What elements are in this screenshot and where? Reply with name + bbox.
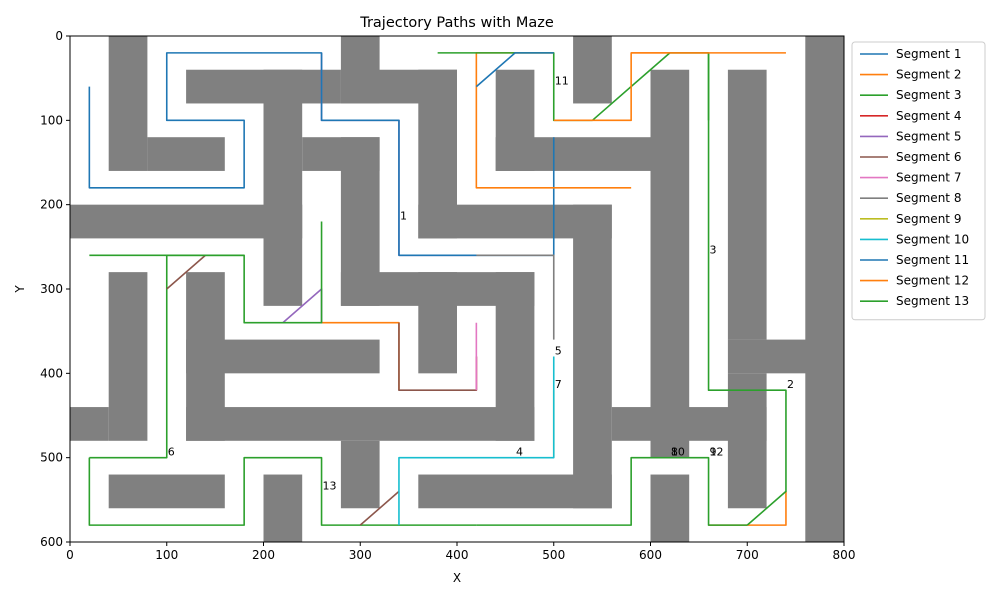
maze-wall [727, 373, 767, 509]
legend-entry: Segment 3 [896, 88, 961, 102]
maze-walls [70, 36, 844, 542]
trajectory-path-extra [476, 456, 748, 526]
segment-annotation: 13 [323, 479, 337, 492]
legend-entry: Segment 10 [896, 232, 969, 246]
maze-wall [70, 204, 303, 239]
segment-annotation: 2 [787, 378, 794, 391]
legend-entry: Segment 8 [896, 191, 961, 205]
x-tick-label: 200 [252, 548, 275, 562]
maze-wall [805, 36, 844, 542]
maze-wall [186, 407, 535, 441]
trajectory-segment-11 [475, 52, 554, 88]
maze-wall [418, 272, 457, 374]
segment-annotation: 4 [516, 446, 523, 459]
legend-entry: Segment 6 [896, 150, 961, 164]
trajectory-segment-6 [166, 254, 206, 290]
maze-wall [340, 440, 380, 509]
y-tick-label: 0 [55, 29, 63, 43]
maze-wall [108, 36, 148, 171]
trajectory-path-extra [88, 456, 477, 526]
x-tick-label: 0 [66, 548, 74, 562]
legend: Segment 1 Segment 2 Segment 3 Segment 4 Segm… [851, 41, 986, 321]
x-tick-label: 100 [155, 548, 178, 562]
y-tick-label: 600 [40, 535, 63, 549]
maze-wall [263, 69, 303, 306]
segment-annotation: 8 [671, 446, 678, 459]
maze-wall [727, 69, 767, 340]
segment-annotation: 1 [400, 210, 407, 223]
segment-annotation: 12 [710, 446, 724, 459]
x-tick-label: 600 [639, 548, 662, 562]
maze-wall [186, 339, 380, 374]
x-tick-label: 400 [446, 548, 469, 562]
chart-title: Trajectory Paths with Maze [359, 15, 554, 31]
segment-annotation: 10 [671, 446, 685, 459]
segment-annotation: 5 [555, 344, 562, 357]
legend-entry: Segment 7 [896, 171, 961, 185]
legend-entry: Segment 9 [896, 212, 961, 226]
legend-entry: Segment 12 [896, 274, 969, 288]
segment-annotation: 3 [710, 243, 717, 256]
segment-annotation: 7 [555, 378, 562, 391]
legend-entry: Segment 2 [896, 68, 961, 82]
maze-wall [650, 474, 690, 542]
maze-wall [108, 474, 225, 509]
trajectory-segment-8 [476, 254, 555, 340]
trajectory-segment-13 [89, 221, 323, 324]
maze-wall [573, 204, 612, 509]
maze-wall [108, 272, 148, 441]
trajectory-path-extra [359, 490, 400, 526]
maze-wall [573, 36, 612, 104]
trajectory-segment-1 [88, 52, 555, 257]
x-tick-label: 700 [736, 548, 759, 562]
y-tick-label: 400 [40, 366, 63, 380]
x-tick-label: 800 [833, 548, 856, 562]
segment-annotation: 9 [710, 446, 717, 459]
legend-entry: Segment 11 [896, 253, 969, 267]
legend-entry: Segment 5 [896, 129, 961, 143]
segment-annotation: 11 [555, 75, 569, 88]
x-tick-label: 300 [349, 548, 372, 562]
maze-wall [263, 474, 303, 542]
legend-entry: Segment 1 [896, 47, 961, 61]
x-axis: 0 100 200 300 400 500 600 700 800 [66, 542, 855, 562]
x-tick-label: 500 [542, 548, 565, 562]
y-tick-label: 200 [40, 198, 63, 212]
x-axis-label: X [453, 571, 461, 585]
legend-entry: Segment 13 [896, 294, 969, 308]
segment-annotation: 6 [168, 446, 175, 459]
maze-wall [70, 407, 109, 441]
maze-wall [650, 69, 690, 458]
y-axis: 0 100 200 300 400 500 600 [40, 29, 70, 549]
maze-wall [418, 474, 612, 509]
y-axis-label: Y [13, 285, 27, 294]
trajectory-paths [88, 52, 787, 526]
trajectory-segment-10 [398, 356, 555, 526]
trajectory-segment-12 [553, 52, 786, 122]
legend-entry: Segment 4 [896, 109, 961, 123]
y-tick-label: 300 [40, 282, 63, 296]
y-tick-label: 500 [40, 451, 63, 465]
maze-wall [495, 137, 651, 171]
y-tick-label: 100 [40, 113, 63, 127]
legend-box [851, 41, 986, 321]
maze-wall [147, 137, 225, 171]
